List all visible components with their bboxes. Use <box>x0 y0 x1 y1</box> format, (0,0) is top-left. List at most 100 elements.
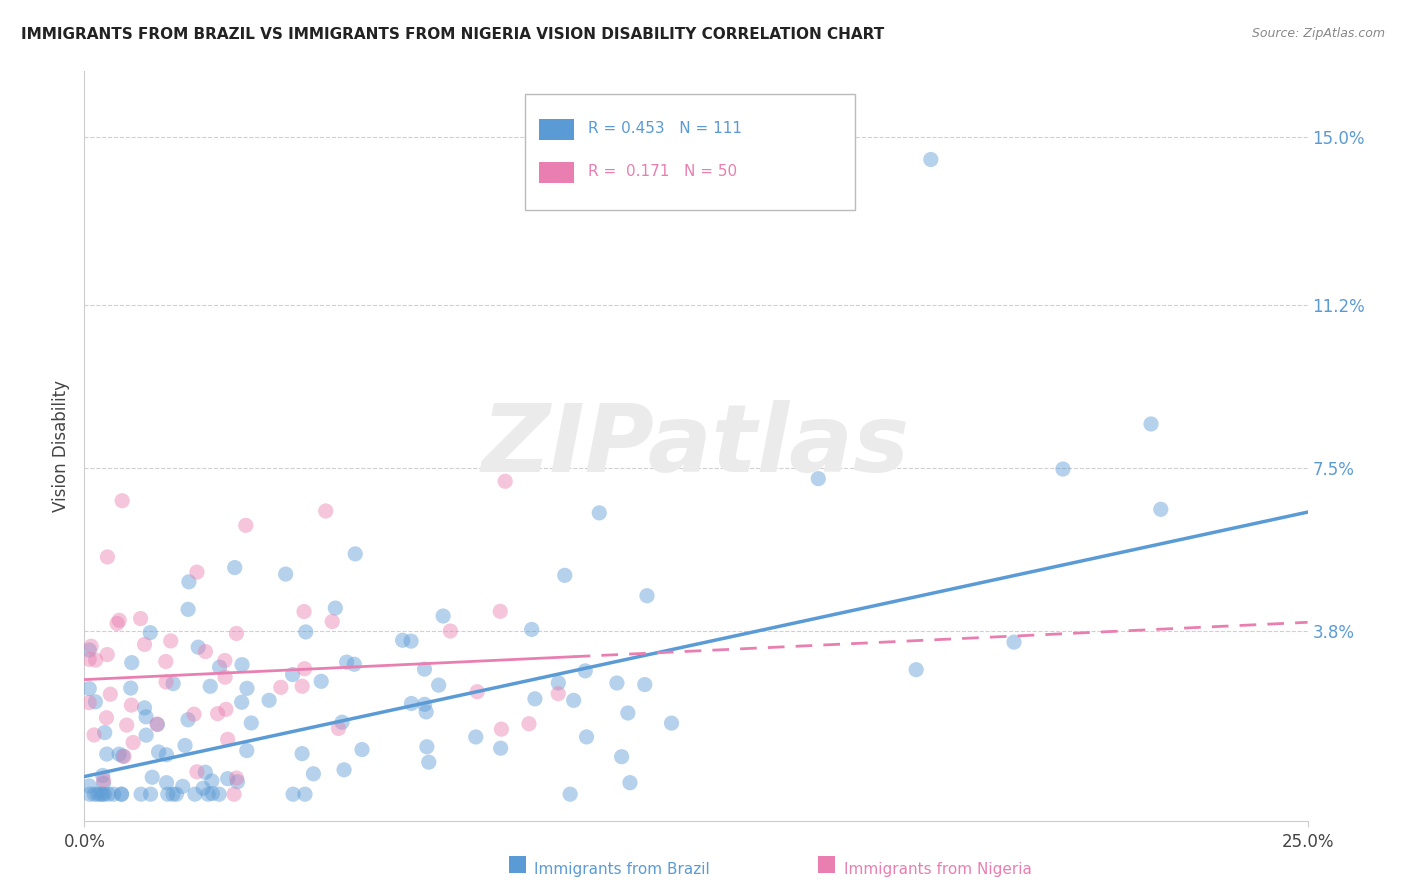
Point <box>416 739 439 754</box>
Point <box>328 722 350 736</box>
Point <box>415 705 437 719</box>
Point <box>122 735 145 749</box>
Point <box>661 716 683 731</box>
Point <box>489 741 512 756</box>
Text: Source: ZipAtlas.com: Source: ZipAtlas.com <box>1251 27 1385 40</box>
Point <box>83 728 105 742</box>
Point <box>184 787 207 801</box>
Point <box>91 768 114 782</box>
Point <box>523 691 546 706</box>
Point <box>464 730 486 744</box>
Point <box>1002 635 1025 649</box>
Point <box>214 653 236 667</box>
Point <box>343 657 366 672</box>
Point <box>291 747 314 761</box>
Bar <box>540 120 574 140</box>
Point <box>207 706 229 721</box>
Point <box>336 655 359 669</box>
Point <box>217 772 239 786</box>
Point <box>129 611 152 625</box>
Point <box>333 763 356 777</box>
Point <box>222 787 245 801</box>
Point <box>558 787 581 801</box>
Point <box>112 749 135 764</box>
Point <box>413 698 436 712</box>
Point <box>197 787 219 801</box>
Bar <box>540 162 574 183</box>
Point <box>96 648 118 662</box>
Point <box>93 776 115 790</box>
Point <box>86 787 108 801</box>
Point <box>292 605 315 619</box>
Point <box>110 787 132 801</box>
Point <box>156 787 179 801</box>
Point <box>491 722 513 736</box>
Point <box>105 616 128 631</box>
Point <box>236 743 259 757</box>
Point <box>146 717 169 731</box>
Point <box>547 676 569 690</box>
Point <box>309 674 332 689</box>
Point <box>224 560 246 574</box>
Point <box>391 633 413 648</box>
Point <box>155 747 177 762</box>
Point <box>103 787 125 801</box>
Point <box>96 711 118 725</box>
Point <box>235 518 257 533</box>
Point <box>93 773 115 788</box>
Point <box>281 787 304 801</box>
Point <box>110 787 132 801</box>
Point <box>177 574 200 589</box>
Point <box>96 747 118 761</box>
Point <box>174 739 197 753</box>
Point <box>270 681 292 695</box>
Point <box>413 662 436 676</box>
Point <box>77 779 100 793</box>
Point <box>807 472 830 486</box>
Point <box>97 787 120 801</box>
Point <box>432 609 454 624</box>
Point <box>111 493 134 508</box>
Point <box>562 693 585 707</box>
Point <box>1150 502 1173 516</box>
Point <box>214 670 236 684</box>
Point <box>517 716 540 731</box>
Point <box>217 732 239 747</box>
Point <box>135 728 157 742</box>
Point <box>294 662 316 676</box>
Point <box>120 698 142 712</box>
Point <box>93 787 115 801</box>
Text: Immigrants from Nigeria: Immigrants from Nigeria <box>844 863 1032 877</box>
Point <box>294 787 316 801</box>
Point <box>606 676 628 690</box>
Point <box>226 774 249 789</box>
Point <box>520 623 543 637</box>
Point <box>139 625 162 640</box>
Point <box>146 717 169 731</box>
Point <box>159 634 181 648</box>
Point <box>186 764 208 779</box>
Point <box>134 637 156 651</box>
Point <box>187 640 209 655</box>
Point <box>162 787 184 801</box>
Point <box>225 771 247 785</box>
Point <box>302 767 325 781</box>
Point <box>401 697 423 711</box>
Point <box>610 749 633 764</box>
Point <box>208 787 231 801</box>
Point <box>201 787 224 801</box>
Point <box>617 706 640 720</box>
Point <box>344 547 367 561</box>
Point <box>575 730 598 744</box>
Point <box>183 707 205 722</box>
Point <box>574 664 596 678</box>
Point <box>120 681 142 695</box>
Point <box>325 601 347 615</box>
Point <box>139 787 162 801</box>
Point <box>84 653 107 667</box>
Point <box>141 770 163 784</box>
FancyBboxPatch shape <box>524 94 855 210</box>
Point <box>547 687 569 701</box>
Point <box>201 774 224 789</box>
Point <box>494 475 516 489</box>
